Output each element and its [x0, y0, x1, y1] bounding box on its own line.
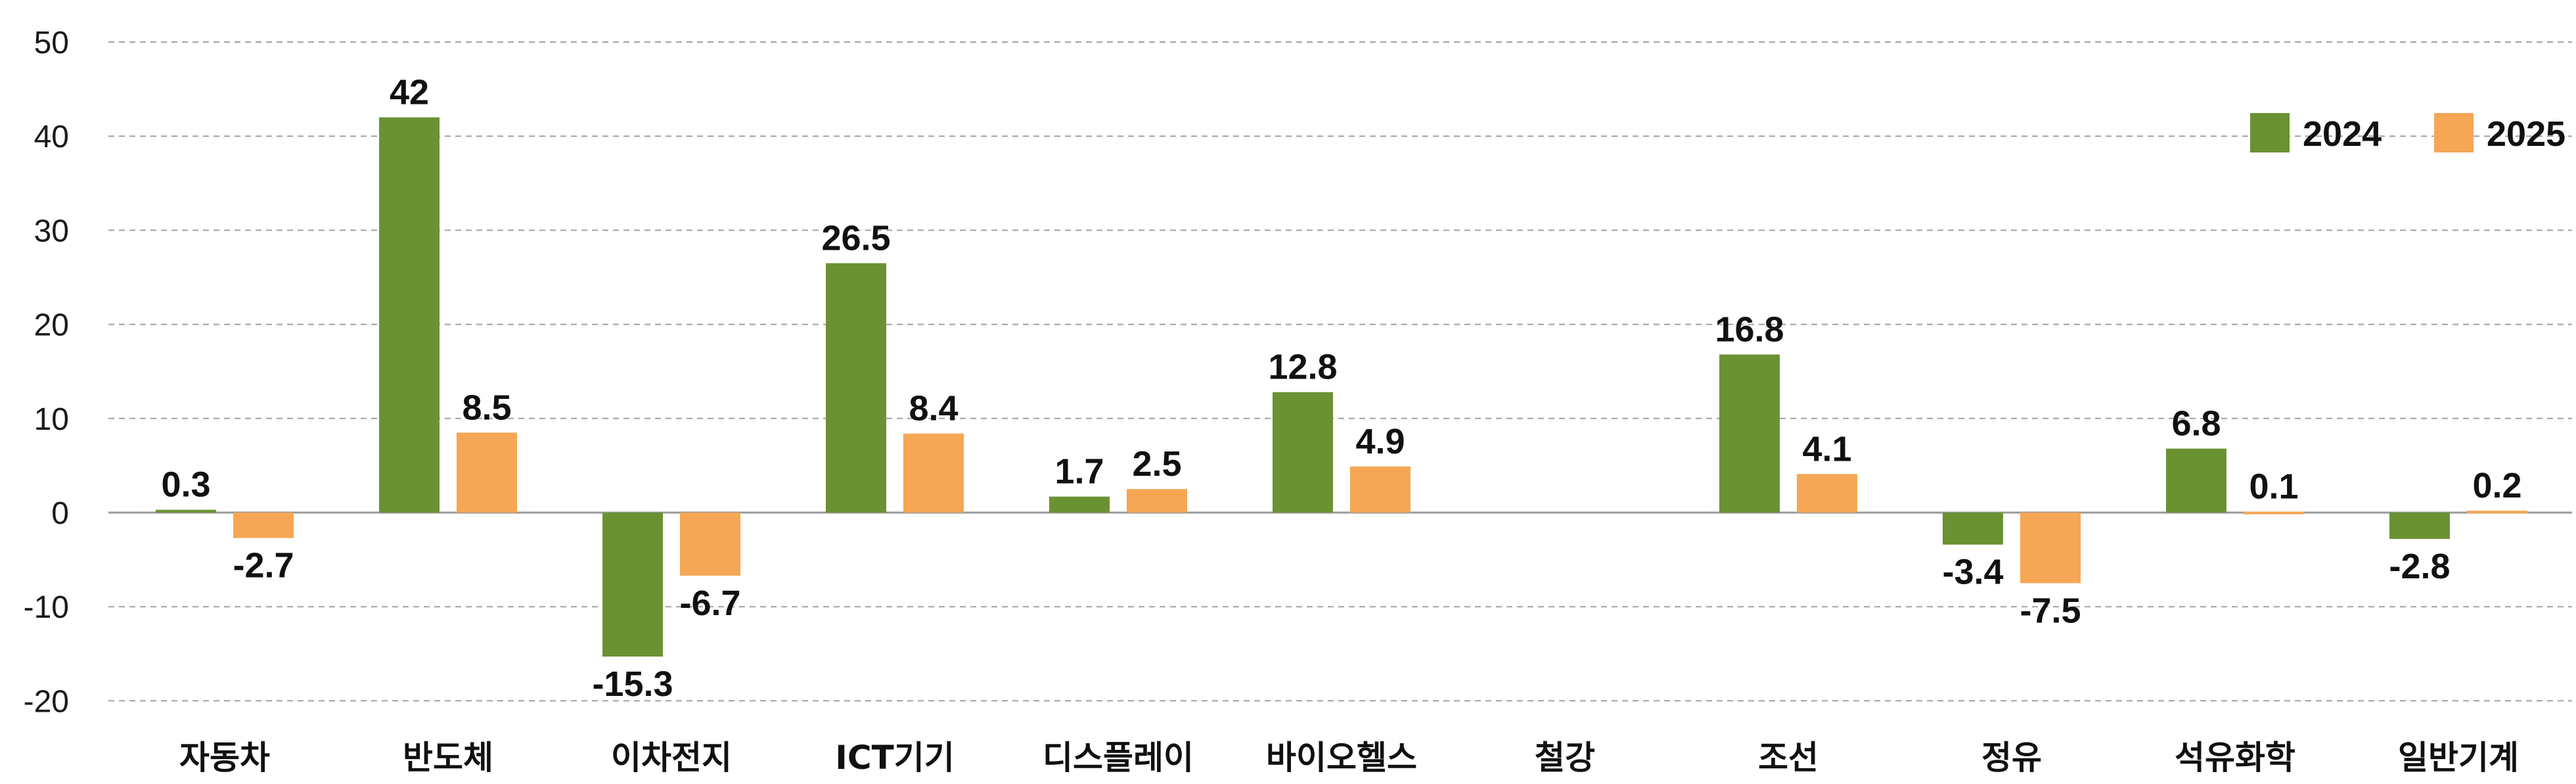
bar-2024: [379, 117, 440, 513]
x-category-label: 자동차: [179, 739, 270, 777]
y-tick-label: 30: [34, 214, 69, 248]
data-label: -6.7: [679, 584, 740, 623]
data-label: 4.9: [1355, 422, 1405, 461]
bar-2025: [1350, 466, 1411, 513]
x-category-label: 석유화학: [2175, 739, 2295, 777]
bar-2024: [1943, 513, 2003, 545]
bar-2024: [156, 509, 216, 513]
bar-2025: [2467, 511, 2527, 514]
data-label: -7.5: [2020, 591, 2081, 630]
legend-label: 2025: [2487, 114, 2565, 154]
x-category-label: ICT기기: [835, 739, 954, 777]
bar-2024: [2166, 448, 2226, 513]
legend: 2024 2025: [2250, 113, 2565, 154]
bar-2025: [2020, 513, 2081, 584]
data-label: 0.1: [2249, 467, 2298, 507]
bar-2024: [1719, 354, 1780, 513]
y-tick-label: 50: [34, 26, 69, 60]
data-label: 1.7: [1054, 452, 1104, 492]
data-label: 16.8: [1715, 310, 1784, 349]
y-tick-label: 0: [51, 496, 69, 531]
y-tick-label: -20: [24, 684, 69, 719]
x-category-label: 디스플레이: [1043, 739, 1194, 777]
bar-2024: [1049, 496, 1110, 513]
x-category-label: 일반기계: [2398, 739, 2519, 777]
data-label: 8.5: [462, 388, 511, 427]
x-category-label: 조선: [1758, 739, 1819, 777]
data-label: 4.1: [1802, 429, 1851, 469]
data-label: -2.8: [2389, 547, 2450, 586]
data-labels: 0.3 -2.7 42 8.5 -15.3 -6.7 26.5 8.4 1.7 2.5 12.8 4.…: [161, 73, 2521, 704]
x-category-label: 반도체: [403, 739, 493, 777]
legend-swatch-2025: [2434, 113, 2474, 152]
x-category-label: 철강: [1535, 739, 1595, 777]
x-category-label: 정유: [1981, 739, 2042, 777]
data-label: 6.8: [2171, 404, 2221, 444]
data-label: 0.2: [2472, 466, 2521, 505]
data-label: 12.8: [1268, 348, 1337, 387]
gridlines: [108, 41, 2572, 702]
bar-2024: [2389, 513, 2450, 540]
data-label: 42: [390, 73, 429, 112]
data-label: 8.4: [909, 389, 958, 428]
bar-2025: [1797, 474, 1857, 513]
bar-2025: [2244, 511, 2304, 515]
y-tick-label: 20: [34, 308, 69, 343]
data-label: -3.4: [1942, 553, 2003, 592]
bar-2025: [680, 513, 740, 576]
y-axis-ticks: -20 -10 0 10 20 30 40 50: [24, 26, 69, 719]
legend-label: 2024: [2303, 114, 2382, 154]
data-label: -2.7: [233, 546, 294, 586]
bar-2025: [903, 433, 964, 513]
x-category-label: 바이오헬스: [1266, 739, 1417, 777]
bar-2025: [457, 432, 517, 513]
bar-2025: [233, 513, 294, 538]
y-tick-label: -10: [24, 590, 69, 625]
y-tick-label: 40: [34, 120, 69, 154]
y-tick-label: 10: [34, 402, 69, 437]
data-label: 2.5: [1132, 444, 1181, 484]
x-axis-categories: 자동차 반도체 이차전지 ICT기기 디스플레이 바이오헬스 철강 조선 정유 석유화학 일반기계: [179, 739, 2519, 777]
x-category-label: 이차전지: [611, 739, 732, 777]
data-label: 26.5: [821, 219, 890, 258]
bar-2024: [826, 263, 886, 513]
bar-2025: [1127, 489, 1187, 513]
bars: [156, 117, 2527, 657]
bar-2024: [1273, 392, 1333, 513]
data-label: 0.3: [161, 465, 210, 505]
legend-swatch-2024: [2250, 113, 2290, 152]
data-label: -15.3: [592, 664, 673, 704]
bar-2024: [602, 513, 663, 657]
